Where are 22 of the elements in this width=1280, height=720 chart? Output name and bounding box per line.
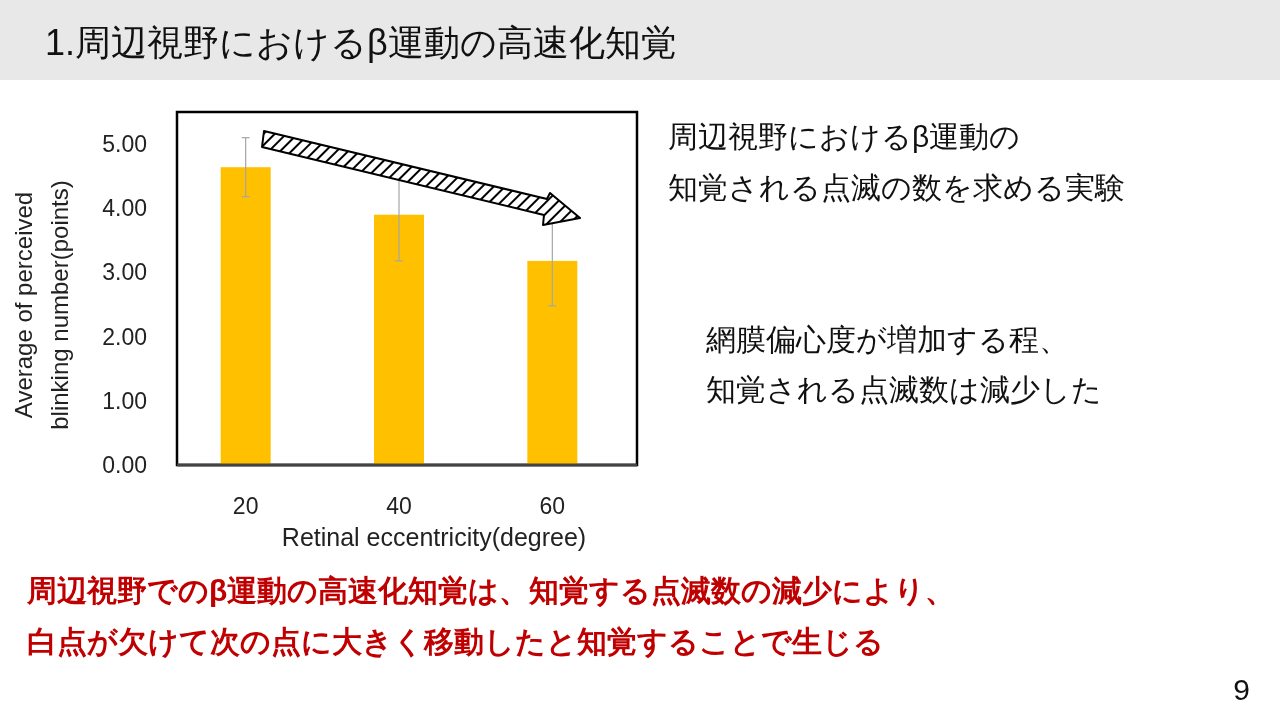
bar [527, 260, 578, 465]
y-tick-label: 3.00 [102, 259, 147, 286]
text: 9 [1233, 673, 1250, 706]
text: 周辺視野におけるβ運動の [668, 120, 1021, 153]
bar [220, 167, 271, 465]
x-tick-label: 40 [386, 493, 412, 519]
text: 周辺視野でのβ運動の高速化知覚は、知覚する点滅数の減少により、 [26, 574, 956, 608]
bar [374, 214, 424, 465]
y-tick-label: 1.00 [102, 387, 147, 414]
y-tick-label: 5.00 [102, 131, 147, 158]
text: 網膜偏心度が増加する程、 [705, 323, 1069, 356]
y-tick-label: 4.00 [102, 195, 147, 222]
x-axis-title: Retinal eccentricity(degree) [281, 523, 587, 551]
text: 白点が欠けて次の点に大きく移動したと知覚することで生じる [27, 625, 884, 659]
text: 知覚される点滅数は減少した [706, 373, 1102, 406]
y-tick-label: 2.00 [102, 323, 147, 350]
text: 知覚される点滅の数を求める実験 [668, 171, 1125, 204]
x-tick-label: 20 [232, 493, 259, 519]
chart-title: 1.周辺視野におけるβ運動の高速化知覚 [45, 22, 677, 63]
x-tick-label: 60 [539, 493, 566, 519]
y-axis-title: Average of perceived blinking number(points) [10, 180, 73, 430]
y-tick-label: 0.00 [102, 452, 147, 478]
